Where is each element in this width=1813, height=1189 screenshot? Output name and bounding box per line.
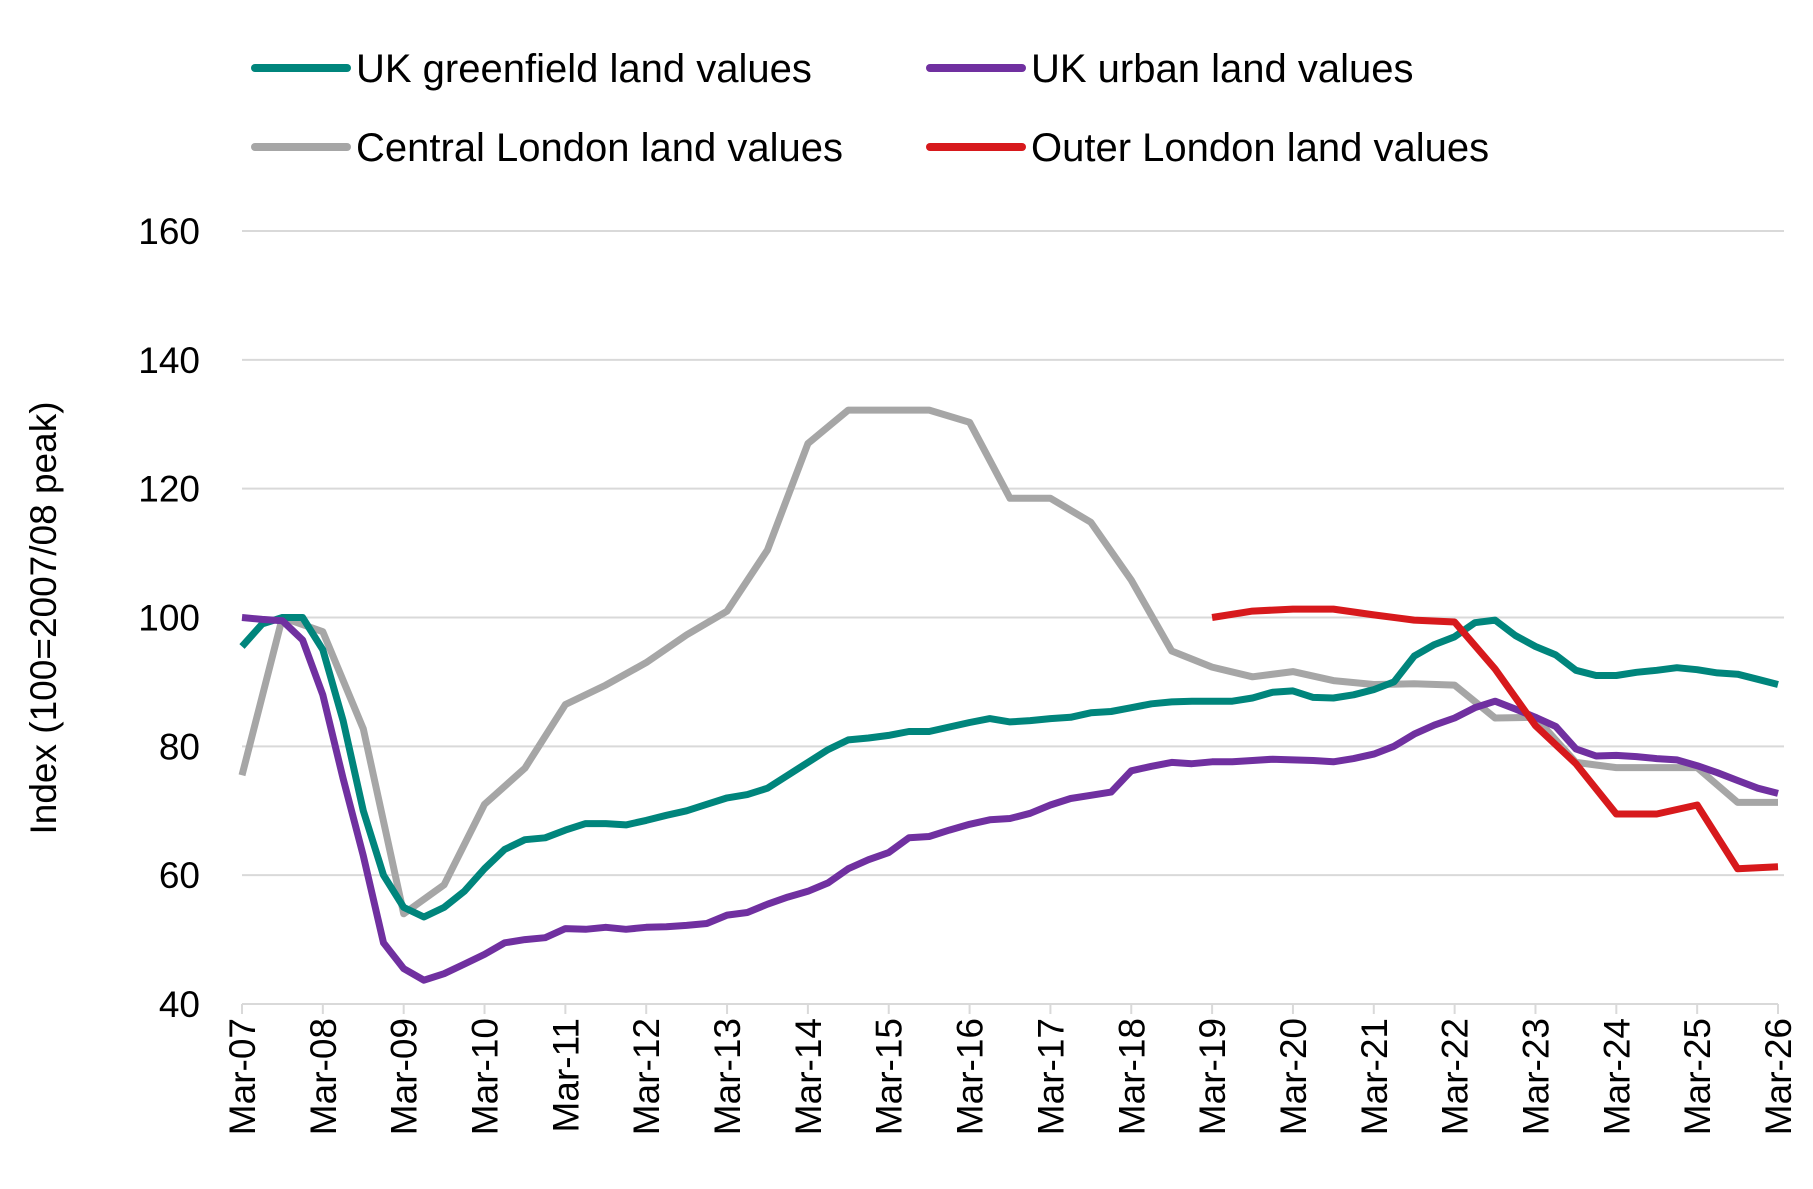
x-tick-label: Mar-15 [869, 1018, 910, 1135]
x-tick-label: Mar-16 [950, 1018, 991, 1135]
series-lines [238, 406, 1779, 984]
series-line-uk-greenfield-land-values [239, 614, 1779, 921]
legend-item: Central London land values [251, 126, 843, 170]
series-line-outer-london-land-values [1211, 605, 1779, 873]
y-tick-label: 120 [138, 469, 200, 510]
x-tick-label: Mar-09 [384, 1018, 425, 1135]
legend: UK greenfield land values UK urban land v… [251, 47, 1489, 170]
series-line-uk-urban-land-values [241, 614, 1779, 984]
x-tick-label: Mar-19 [1192, 1018, 1233, 1135]
x-tick-label: Mar-17 [1030, 1018, 1071, 1135]
legend-label: Outer London land values [1031, 126, 1489, 170]
x-tick-label: Mar-26 [1758, 1018, 1799, 1135]
gridlines [242, 230, 1784, 877]
y-axis-ticks: 40 60 80 100 120 140 160 [138, 211, 200, 1025]
x-tick-label: Mar-20 [1273, 1018, 1314, 1135]
x-tick-label: Mar-13 [707, 1018, 748, 1135]
legend-label: Central London land values [356, 126, 843, 170]
x-axis: Mar-07 Mar-08 Mar-09 Mar-10 Mar-11 Mar-12 Mar-… [222, 1003, 1799, 1135]
y-tick-label: 80 [159, 726, 200, 767]
series-line-central-london-land-values [238, 406, 1778, 918]
x-tick-label: Mar-21 [1354, 1018, 1395, 1135]
y-tick-label: 40 [159, 984, 200, 1025]
y-tick-label: 160 [138, 211, 200, 252]
x-tick-label: Mar-22 [1435, 1018, 1476, 1135]
y-tick-label: 60 [159, 855, 200, 896]
y-tick-label: 100 [138, 598, 200, 639]
x-tick-label: Mar-18 [1111, 1018, 1152, 1135]
legend-item: UK urban land values [926, 47, 1413, 91]
x-tick-label: Mar-23 [1515, 1018, 1556, 1135]
y-tick-label: 140 [138, 340, 200, 381]
x-tick-label: Mar-24 [1596, 1018, 1637, 1135]
x-tick-label: Mar-11 [545, 1018, 586, 1132]
x-tick-label: Mar-14 [788, 1018, 829, 1135]
x-tick-label: Mar-12 [626, 1018, 667, 1135]
x-tick-label: Mar-07 [222, 1018, 263, 1135]
legend-item: Outer London land values [926, 126, 1489, 170]
x-tick-label: Mar-25 [1677, 1018, 1718, 1135]
x-tick-label: Mar-08 [303, 1018, 344, 1135]
y-axis-label: Index (100=2007/08 peak) [23, 401, 64, 834]
legend-label: UK greenfield land values [356, 47, 812, 91]
legend-label: UK urban land values [1031, 47, 1413, 91]
x-tick-label: Mar-10 [465, 1018, 506, 1135]
legend-item: UK greenfield land values [251, 47, 812, 91]
